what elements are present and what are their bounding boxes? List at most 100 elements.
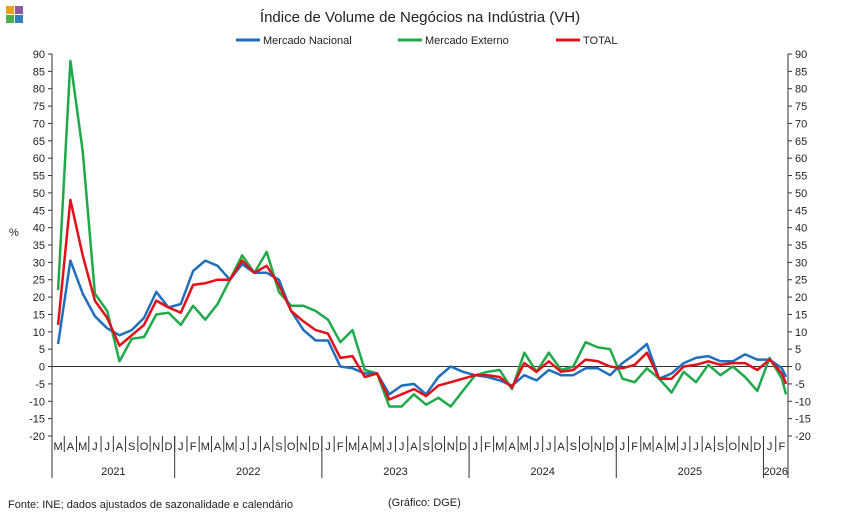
month-label: F	[778, 441, 785, 453]
month-label: J	[387, 441, 393, 453]
month-label: O	[140, 441, 149, 453]
month-label: J	[681, 441, 687, 453]
legend-item-total: TOTAL	[556, 35, 617, 47]
legend-label-total: TOTAL	[583, 35, 617, 47]
y-tick-label-right: 55	[795, 171, 807, 183]
month-label: J	[767, 441, 773, 453]
logo-square-top-right	[15, 6, 23, 14]
y-axis-right: 908580757065605550454035302520151050-5-1…	[787, 49, 811, 443]
legend: Mercado Nacional Mercado Externo TOTAL	[236, 35, 617, 47]
y-tick-label-left: -5	[35, 379, 45, 391]
month-label: J	[399, 441, 405, 453]
month-label: N	[299, 441, 307, 453]
y-tick-label-right: 80	[795, 84, 807, 96]
month-label: J	[472, 441, 478, 453]
chart-credit: (Gráfico: DGE)	[388, 497, 461, 509]
month-label: J	[252, 441, 258, 453]
month-label: F	[337, 441, 344, 453]
logo-square-top-left	[6, 6, 14, 14]
y-tick-label-right: 5	[795, 344, 801, 356]
y-axis-left: 908580757065605550454035302520151050-5-1…	[29, 49, 53, 443]
year-label: 2021	[101, 466, 125, 478]
month-label: J	[325, 441, 331, 453]
month-label: M	[201, 441, 210, 453]
y-tick-label-right: 35	[795, 240, 807, 252]
y-tick-label-right: -5	[795, 379, 805, 391]
month-label: D	[312, 441, 320, 453]
year-label: 2025	[678, 466, 702, 478]
year-label: 2022	[236, 466, 260, 478]
month-label: A	[656, 441, 664, 453]
y-tick-label-right: 75	[795, 101, 807, 113]
month-label: N	[741, 441, 749, 453]
y-tick-label-left: 90	[33, 49, 45, 61]
y-tick-label-right: 90	[795, 49, 807, 61]
y-tick-label-left: 55	[33, 171, 45, 183]
y-tick-label-right: 0	[795, 362, 801, 374]
month-label: O	[729, 441, 738, 453]
month-label: M	[495, 441, 504, 453]
month-label: D	[606, 441, 614, 453]
y-tick-label-right: -20	[795, 431, 811, 443]
month-label: M	[78, 441, 87, 453]
month-label: J	[104, 441, 110, 453]
month-label: M	[642, 441, 651, 453]
y-tick-label-left: 35	[33, 240, 45, 252]
month-label: A	[263, 441, 271, 453]
y-tick-label-right: 70	[795, 118, 807, 130]
month-label: S	[717, 441, 724, 453]
y-tick-label-right: 40	[795, 223, 807, 235]
month-label: J	[178, 441, 184, 453]
logo-square-bottom-left	[6, 15, 14, 23]
legend-label-externo: Mercado Externo	[425, 35, 509, 47]
legend-label-nacional: Mercado Nacional	[263, 35, 352, 47]
legend-item-externo: Mercado Externo	[398, 35, 509, 47]
y-tick-label-right: 20	[795, 292, 807, 304]
month-label: S	[422, 441, 429, 453]
y-tick-label-left: 15	[33, 309, 45, 321]
month-label: M	[372, 441, 381, 453]
month-label: D	[753, 441, 761, 453]
year-label: 2026	[763, 466, 787, 478]
y-tick-label-right: -15	[795, 414, 811, 426]
y-tick-label-left: 0	[39, 362, 45, 374]
y-tick-label-left: 20	[33, 292, 45, 304]
month-label: S	[128, 441, 135, 453]
month-label: A	[214, 441, 222, 453]
month-label: F	[631, 441, 638, 453]
month-label: J	[546, 441, 552, 453]
y-tick-label-right: 50	[795, 188, 807, 200]
y-tick-label-left: 5	[39, 344, 45, 356]
y-tick-label-left: -10	[29, 396, 45, 408]
month-label: M	[54, 441, 63, 453]
y-tick-label-left: 40	[33, 223, 45, 235]
source-note: Fonte: INE; dados ajustados de sazonalid…	[8, 499, 293, 511]
y-tick-label-right: 10	[795, 327, 807, 339]
y-tick-label-right: 15	[795, 309, 807, 321]
y-tick-label-right: 30	[795, 257, 807, 269]
y-tick-label-left: 65	[33, 136, 45, 148]
month-label: A	[116, 441, 124, 453]
year-label: 2023	[383, 466, 407, 478]
month-label: N	[447, 441, 455, 453]
y-tick-label-left: 85	[33, 66, 45, 78]
series-line-nacional	[56, 259, 788, 396]
month-label: M	[348, 441, 357, 453]
month-label: J	[92, 441, 98, 453]
y-tick-label-left: 10	[33, 327, 45, 339]
logo-square-bottom-right	[15, 15, 23, 23]
y-tick-label-left: 70	[33, 118, 45, 130]
y-tick-label-left: 75	[33, 101, 45, 113]
month-label: J	[239, 441, 245, 453]
month-label: M	[225, 441, 234, 453]
year-label: 2024	[530, 466, 554, 478]
month-label: S	[275, 441, 282, 453]
y-tick-label-left: -20	[29, 431, 45, 443]
month-label: O	[287, 441, 296, 453]
month-label: F	[190, 441, 197, 453]
month-label: N	[152, 441, 160, 453]
y-tick-label-right: 45	[795, 205, 807, 217]
series-line-externo	[56, 59, 788, 408]
y-tick-label-left: 25	[33, 275, 45, 287]
